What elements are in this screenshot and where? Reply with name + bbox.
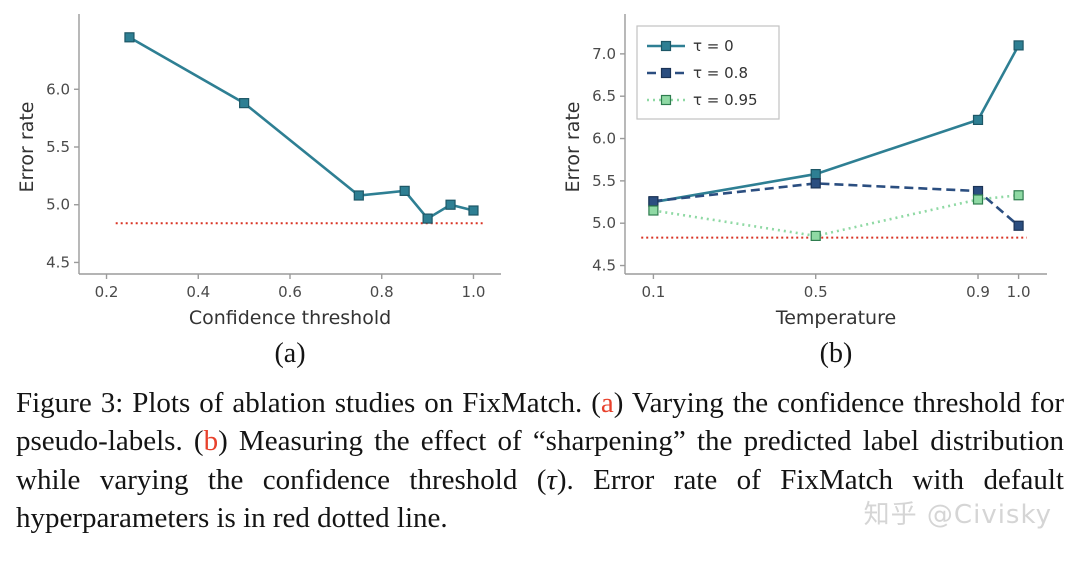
series-marker (972, 194, 984, 205)
legend-label: τ = 0.95 (693, 91, 758, 109)
series-marker (972, 114, 984, 126)
y-tick-label: 7.0 (592, 45, 616, 63)
y-tick-label: 4.5 (46, 253, 70, 271)
x-axis-label: Temperature (775, 307, 896, 329)
y-axis-label: Error rate (563, 102, 584, 193)
series-marker (972, 185, 984, 197)
y-tick-label: 4.5 (592, 257, 616, 275)
x-tick-label: 0.1 (641, 283, 665, 301)
x-tick-label: 0.2 (95, 283, 119, 301)
legend-label: τ = 0 (693, 37, 734, 55)
subplot-label-b: (b) (819, 338, 853, 369)
plot-a-confidence-threshold: 0.2 0.4 0.6 0.8 1.0 4.5 5.0 5.5 6.0 Confidence th… (17, 6, 517, 336)
series-line (653, 182, 1020, 227)
x-tick-label: 0.8 (370, 283, 394, 301)
series-marker (810, 230, 821, 241)
caption-subfig-ref: b (203, 425, 219, 458)
caption-text: Figure 3: Plots of ablation studies on F… (16, 387, 601, 419)
x-axis-label: Confidence threshold (189, 307, 391, 329)
y-tick-label: 5.5 (592, 172, 616, 190)
caption-text: τ (546, 463, 557, 496)
plot-b-chart: 0.1 0.5 0.9 1.0 4.5 5.0 5.5 6.0 6.5 7.0 Temperatur… (563, 14, 1047, 329)
subplot-label-a: (a) (274, 338, 306, 369)
series-marker (468, 205, 479, 216)
subplot-labels-row: (a) (b) (0, 338, 1080, 370)
series-marker (353, 190, 364, 201)
watermark: 知乎 @Civisky (863, 500, 1052, 530)
series-marker (239, 98, 250, 109)
y-tick-label: 5.0 (46, 196, 70, 214)
series-marker (445, 199, 456, 210)
series-marker (648, 205, 659, 216)
x-tick-label: 1.0 (1007, 283, 1031, 301)
legend-label: τ = 0.8 (693, 64, 748, 82)
plot-b-temperature: 0.1 0.5 0.9 1.0 4.5 5.0 5.5 6.0 6.5 7.0 Temperatur… (563, 6, 1063, 336)
caption-subfig-ref: a (600, 387, 614, 419)
y-tick-label: 5.5 (46, 138, 70, 156)
legend-marker (660, 40, 672, 52)
series-marker (648, 196, 659, 207)
series-marker (1013, 220, 1024, 231)
y-tick-label: 6.0 (46, 80, 70, 98)
series-marker (399, 185, 410, 196)
plot-a-chart: 0.2 0.4 0.6 0.8 1.0 4.5 5.0 5.5 6.0 Confidence th… (17, 14, 501, 329)
series-line (653, 44, 1020, 204)
y-tick-label: 5.0 (592, 214, 616, 232)
y-tick-label: 6.0 (592, 130, 616, 148)
legend-marker (660, 94, 672, 106)
series-marker (422, 213, 433, 224)
x-tick-label: 0.6 (278, 283, 302, 301)
legend-box (636, 25, 780, 120)
figure-caption: Figure 3: Plots of ablation studies on F… (16, 384, 1064, 537)
series-marker (1013, 40, 1024, 51)
x-tick-label: 0.5 (804, 283, 828, 301)
x-tick-label: 0.9 (966, 283, 990, 301)
series-line (128, 36, 474, 221)
x-tick-label: 1.0 (462, 283, 486, 301)
plots-row: 0.2 0.4 0.6 0.8 1.0 4.5 5.0 5.5 6.0 Confidence th… (17, 6, 1063, 336)
series-marker (810, 168, 821, 180)
x-tick-label: 0.4 (186, 283, 210, 301)
caption-text: ) Measuring the effect of “sharpening” t… (16, 425, 1064, 496)
y-axis-label: Error rate (17, 102, 38, 193)
series-line (653, 193, 1019, 238)
caption-text: ). Error rate of FixMatch with default h… (16, 463, 1064, 534)
y-tick-label: 6.5 (592, 87, 616, 105)
series-marker (810, 178, 821, 189)
series-marker (124, 32, 135, 43)
series-marker (1013, 190, 1024, 201)
legend-marker (660, 67, 672, 79)
caption-text: ) Varying the confidence threshold for p… (16, 387, 1064, 458)
